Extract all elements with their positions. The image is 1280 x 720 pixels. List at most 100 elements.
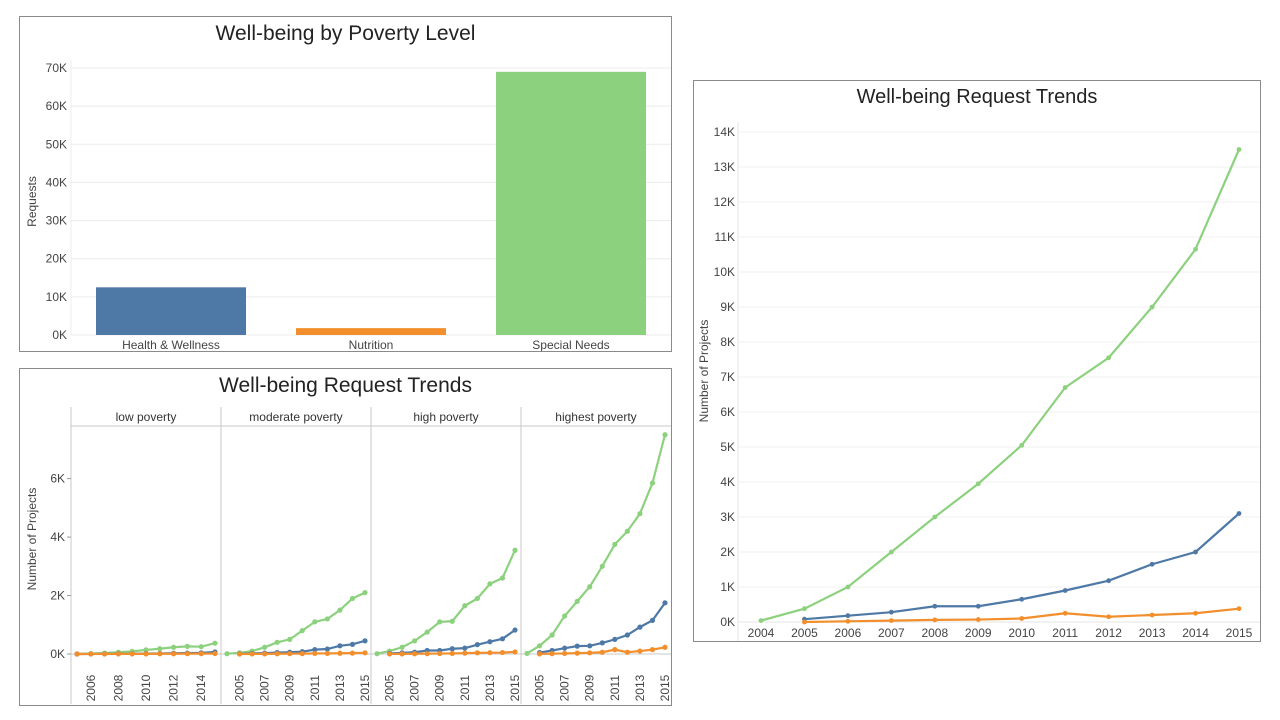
data-point-nutrition bbox=[487, 650, 493, 656]
data-point-nutrition bbox=[499, 649, 506, 656]
data-point-special-needs bbox=[157, 646, 163, 652]
y-tick-label: 3K bbox=[720, 510, 735, 524]
y-tick-label: 1K bbox=[720, 580, 735, 594]
overall-trends-title: Well-being Request Trends bbox=[856, 86, 1098, 108]
x-category-label: Health & Wellness bbox=[122, 338, 220, 351]
data-point-nutrition bbox=[236, 651, 243, 657]
data-point-nutrition bbox=[412, 651, 418, 657]
bar-nutrition bbox=[296, 328, 446, 335]
y-tick-label: 0K bbox=[52, 328, 67, 342]
data-point-special-needs bbox=[224, 651, 230, 657]
data-point-health-wellness bbox=[637, 624, 643, 630]
data-point-special-needs bbox=[262, 644, 268, 650]
data-point-health-wellness bbox=[1236, 511, 1242, 516]
x-tick-label: 2013 bbox=[1139, 626, 1166, 640]
x-tick-label: 2005 bbox=[533, 674, 547, 701]
y-tick-label: 10K bbox=[46, 290, 67, 304]
data-point-nutrition bbox=[337, 650, 343, 656]
x-tick-label: 2012 bbox=[167, 674, 181, 701]
data-point-nutrition bbox=[662, 644, 668, 650]
data-point-nutrition bbox=[312, 650, 318, 657]
data-point-special-needs bbox=[449, 618, 455, 624]
data-point-health-wellness bbox=[474, 642, 480, 648]
data-point-nutrition bbox=[932, 617, 938, 623]
data-point-nutrition bbox=[1149, 612, 1155, 618]
poverty-bar-panel: Well-being by Poverty Level 0K 10K 20K 30K 4… bbox=[19, 16, 672, 352]
data-point-nutrition bbox=[129, 651, 135, 657]
bar-health-wellness bbox=[96, 287, 246, 335]
data-point-special-needs bbox=[599, 563, 605, 569]
data-point-health-wellness bbox=[612, 636, 618, 642]
data-point-special-needs bbox=[1149, 304, 1155, 310]
data-point-special-needs bbox=[1019, 442, 1025, 448]
x-tick-label: 2009 bbox=[283, 674, 297, 701]
x-tick-label: 2013 bbox=[633, 674, 647, 701]
data-point-nutrition bbox=[536, 651, 543, 657]
data-point-special-needs bbox=[1193, 246, 1198, 252]
data-point-health-wellness bbox=[487, 639, 493, 645]
data-point-special-needs bbox=[424, 629, 430, 635]
data-point-special-needs bbox=[184, 643, 190, 649]
data-point-health-wellness bbox=[845, 613, 851, 619]
y-tick-label: 6K bbox=[50, 472, 65, 486]
data-point-health-wellness bbox=[624, 632, 630, 638]
data-point-special-needs bbox=[802, 606, 807, 612]
data-point-nutrition bbox=[1062, 610, 1068, 616]
data-point-special-needs bbox=[612, 541, 618, 547]
data-point-health-wellness bbox=[1106, 578, 1112, 584]
data-point-nutrition bbox=[637, 648, 643, 654]
faceted-trends-panel: Well-being Request Trends 0K 2K 4K 6K Number… bbox=[19, 368, 672, 706]
data-point-nutrition bbox=[1193, 610, 1198, 616]
data-point-special-needs bbox=[324, 616, 330, 622]
data-point-health-wellness bbox=[462, 645, 468, 651]
x-tick-label: 2008 bbox=[111, 674, 125, 701]
y-tick-label: 12K bbox=[714, 195, 735, 209]
data-point-nutrition bbox=[1019, 616, 1025, 621]
data-point-nutrition bbox=[474, 650, 480, 656]
y-tick-label: 4K bbox=[50, 530, 65, 544]
data-point-health-wellness bbox=[562, 645, 568, 651]
y-tick-label: 20K bbox=[46, 252, 67, 266]
data-point-health-wellness bbox=[662, 600, 668, 606]
data-point-nutrition bbox=[549, 651, 555, 657]
y-tick-label: 0K bbox=[50, 647, 65, 661]
x-tick-label: 2006 bbox=[84, 674, 98, 701]
x-tick-label: 2015 bbox=[1226, 626, 1253, 640]
data-point-nutrition bbox=[888, 618, 894, 623]
data-point-nutrition bbox=[587, 650, 593, 656]
facet-label-low-poverty: low poverty bbox=[116, 410, 177, 424]
data-point-health-wellness bbox=[587, 643, 593, 649]
data-point-special-needs bbox=[562, 613, 568, 619]
y-tick-label: 14K bbox=[714, 125, 735, 139]
data-point-nutrition bbox=[171, 651, 177, 657]
data-point-nutrition bbox=[449, 650, 455, 657]
facet-label-highest-poverty: highest poverty bbox=[555, 410, 636, 424]
data-point-health-wellness bbox=[888, 609, 894, 615]
data-point-health-wellness bbox=[1019, 596, 1025, 602]
x-tick-label: 2004 bbox=[748, 626, 775, 640]
y-tick-label: 0K bbox=[720, 615, 735, 629]
data-point-special-needs bbox=[474, 595, 480, 602]
y-axis-label: Requests bbox=[25, 176, 39, 227]
data-point-nutrition bbox=[102, 651, 108, 657]
data-point-nutrition bbox=[349, 650, 356, 656]
data-point-health-wellness bbox=[574, 643, 580, 649]
y-tick-label: 6K bbox=[720, 405, 735, 419]
data-point-nutrition bbox=[649, 647, 656, 653]
data-point-health-wellness bbox=[1193, 549, 1198, 555]
x-tick-label: 2009 bbox=[583, 674, 597, 701]
x-tick-label: 2007 bbox=[258, 674, 272, 701]
data-point-nutrition bbox=[1106, 614, 1112, 620]
data-point-nutrition bbox=[599, 649, 605, 655]
data-point-special-needs bbox=[549, 632, 555, 638]
y-tick-label: 4K bbox=[720, 475, 735, 489]
data-point-special-needs bbox=[462, 603, 468, 609]
data-point-nutrition bbox=[143, 651, 149, 657]
data-point-nutrition bbox=[184, 651, 190, 657]
data-point-special-needs bbox=[337, 607, 343, 613]
data-point-nutrition bbox=[287, 651, 293, 657]
overall-trends-chart: 0K 1K 2K 3K 4K 5K 6K 7K 8K 9K 10K 11K 12K 13K 14K Numbe… bbox=[697, 122, 1260, 641]
x-tick-label: 2007 bbox=[558, 674, 572, 701]
data-point-special-needs bbox=[888, 549, 894, 555]
data-point-health-wellness bbox=[312, 647, 318, 653]
